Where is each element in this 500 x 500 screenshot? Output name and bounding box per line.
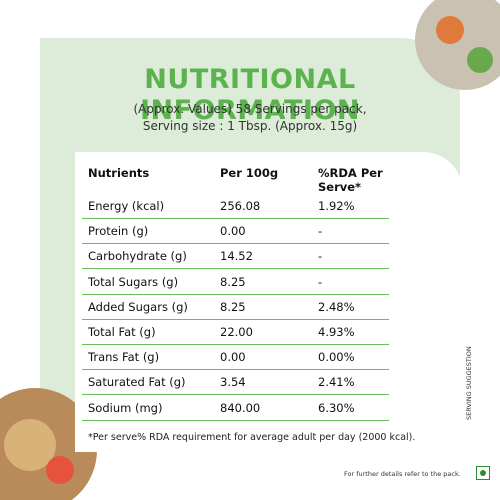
table-row: Protein (g) 0.00 - xyxy=(82,218,389,245)
table-cell: Total Fat (g) xyxy=(88,325,156,339)
subtitle: Serving size : 1 Tbsp. (Approx. 15g) xyxy=(142,119,358,133)
table-cell: - xyxy=(318,224,323,239)
table-row: Nutrients Per 100g %RDA Per Serve* xyxy=(82,160,389,194)
table-cell: Energy (kcal) xyxy=(88,199,165,213)
table-cell: 2.48% xyxy=(318,299,355,314)
table-row: Sodium (mg) 840.00 6.30% xyxy=(82,395,389,421)
table-cell: 840.00 xyxy=(220,400,261,415)
table-cell: Sodium (mg) xyxy=(88,400,163,415)
table-card xyxy=(75,152,463,452)
veg-icon xyxy=(476,466,490,480)
table-row: Added Sugars (g) 8.25 2.48% xyxy=(82,294,389,320)
table-cell: 256.08 xyxy=(220,199,261,213)
food-roll xyxy=(467,47,493,73)
table-cell: Saturated Fat (g) xyxy=(88,375,186,390)
table-row: Energy (kcal) 256.08 1.92% xyxy=(82,193,389,219)
table-row: Total Fat (g) 22.00 4.93% xyxy=(82,319,389,345)
food-roll xyxy=(436,16,464,44)
table-cell: Protein (g) xyxy=(88,224,149,239)
table-cell: Per 100g xyxy=(220,166,279,180)
side-text: SERVING SUGGESTION xyxy=(465,346,473,420)
table-cell: 8.25 xyxy=(220,299,246,314)
table-cell: Carbohydrate (g) xyxy=(88,249,187,264)
table-cell: Trans Fat (g) xyxy=(88,350,160,365)
table-cell: 0.00 xyxy=(220,350,246,365)
table-row: Total Sugars (g) 8.25 - xyxy=(82,269,389,295)
table-cell: 14.52 xyxy=(220,249,253,264)
subtitle: (Approx. Values) 58 Servings per pack, xyxy=(133,102,367,116)
table-cell: 2.41% xyxy=(318,375,355,390)
table-cell: 1.92% xyxy=(318,199,355,213)
footnote: *Per serve% RDA requirement for average … xyxy=(88,432,416,443)
table-cell: 0.00 xyxy=(220,224,246,239)
table-cell: Nutrients xyxy=(88,166,150,180)
table-cell: 0.00% xyxy=(318,350,355,365)
footer-text: For further details refer to the pack. xyxy=(344,470,461,478)
table-row: Trans Fat (g) 0.00 0.00% xyxy=(82,344,389,371)
table-cell: 8.25 xyxy=(220,274,246,289)
table-cell: - xyxy=(318,274,323,289)
title: NUTRITIONAL INFORMATION xyxy=(139,64,360,126)
table-row: Saturated Fat (g) 3.54 2.41% xyxy=(82,369,389,396)
table-cell: 22.00 xyxy=(220,325,253,339)
table-cell: 3.54 xyxy=(220,375,246,390)
table-cell: - xyxy=(318,249,323,264)
table-cell: Added Sugars (g) xyxy=(88,299,188,314)
food-toast xyxy=(4,419,56,471)
table-row: Carbohydrate (g) 14.52 - xyxy=(82,243,389,270)
table-cell: %RDA Per Serve* xyxy=(318,166,383,194)
table-cell: Total Sugars (g) xyxy=(88,274,179,289)
table-cell: 6.30% xyxy=(318,400,355,415)
food-tomato xyxy=(46,456,74,484)
table-cell: 4.93% xyxy=(318,325,355,339)
